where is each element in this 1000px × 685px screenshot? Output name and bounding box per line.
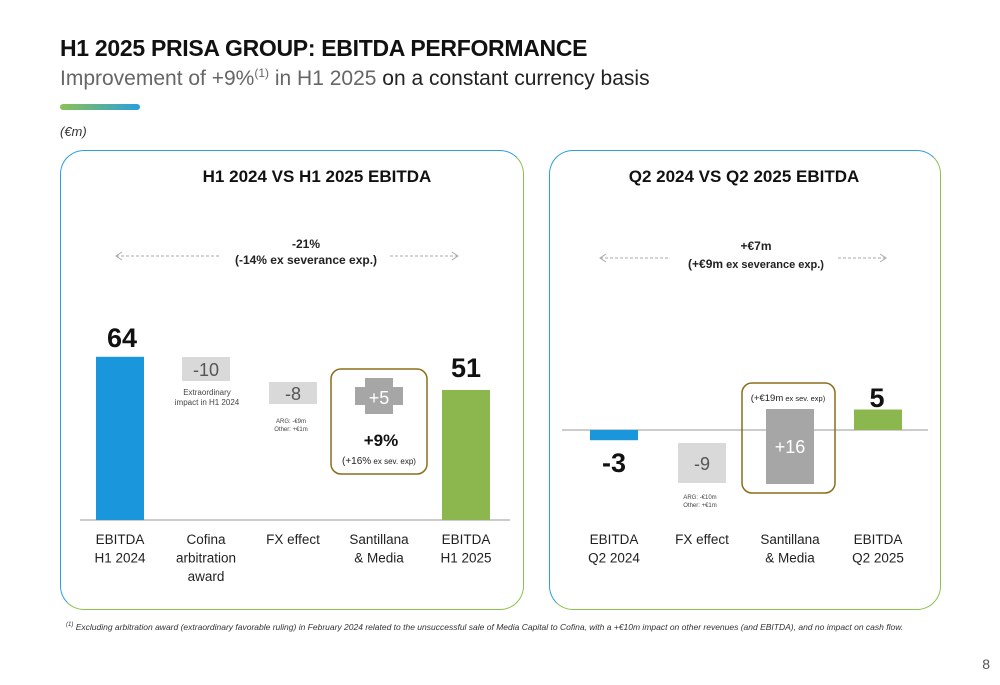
page-subtitle: Improvement of +9%(1) in H1 2025 on a co… (60, 66, 650, 91)
q2-arrow-right-head (879, 253, 887, 263)
h1-category-label-4: & Media (354, 551, 404, 566)
q2-note-fx: ARG: -€10m (683, 495, 716, 501)
h1-note-cofina: Extraordinary (183, 388, 231, 397)
h1-highlight-box (330, 368, 428, 475)
h1-value-label-santillana: +5 (369, 388, 390, 408)
h1-bar-cofina (182, 357, 230, 381)
q2-category-label-4: Q2 2025 (852, 551, 904, 566)
h1-value-label-cofina: -10 (193, 360, 219, 380)
h1-category-label-2: arbitration (176, 551, 236, 566)
h1-category-label-1: EBITDA (96, 532, 145, 547)
h1-bar-ebitda-h1-2025 (442, 389, 490, 520)
page-number: 8 (982, 656, 990, 672)
q2-value-label-5: 5 (869, 383, 884, 413)
footnote-ref: (1) (66, 622, 74, 629)
q2-change-ex-severance: (+€9m ex severance exp.) (688, 257, 824, 271)
h1-value-label-51: 51 (451, 353, 481, 383)
h1-note-fx: Other: +€1m (274, 427, 308, 433)
q2-chart-title: Q2 2024 VS Q2 2025 EBITDA (629, 167, 860, 186)
h1-bar-fx (269, 382, 317, 404)
q2-category-label-1: EBITDA (590, 532, 639, 547)
h1-note-cofina: impact in H1 2024 (175, 398, 240, 407)
q2-bar-ebitda-q2-2025 (854, 409, 902, 430)
subtitle-footnote-ref: (1) (254, 66, 270, 80)
q2-bar-santillana (766, 409, 814, 484)
h1-arrow-left-head (115, 251, 123, 261)
h1-chart-title: H1 2024 VS H1 2025 EBITDA (203, 167, 432, 186)
h1-category-label-5: EBITDA (442, 532, 491, 547)
unit-label: (€m) (60, 124, 87, 139)
h1-highlight-sub: (+16% ex sev. exp) (342, 456, 416, 467)
q2-highlight-sub: (+€19m ex sev. exp) (751, 393, 826, 404)
h1-value-label-64: 64 (107, 323, 137, 353)
h1-bar-ebitda-h1-2024 (96, 356, 144, 520)
q2-arrow-left-head (599, 253, 607, 263)
q2-value-label-neg3: -3 (602, 448, 626, 478)
q2-chart-panel (549, 150, 941, 610)
h1-chart-panel (60, 150, 524, 610)
footnote-text: Excluding arbitration award (extraordina… (73, 622, 904, 632)
q2-category-label-2: FX effect (675, 532, 729, 547)
q2-note-fx: Other: +€1m (683, 503, 717, 509)
q2-category-label-1: Q2 2024 (588, 551, 640, 566)
subtitle-rest: on a constant currency basis (376, 67, 650, 90)
subtitle-period: in H1 2025 (269, 67, 377, 90)
h1-category-label-4: Santillana (349, 532, 409, 547)
q2-category-label-3: & Media (765, 551, 815, 566)
h1-note-fx: ARG: -€9m (276, 419, 306, 425)
h1-value-label-fx: -8 (285, 384, 301, 404)
q2-category-label-3: Santillana (760, 532, 820, 547)
page-title: H1 2025 PRISA GROUP: EBITDA PERFORMANCE (60, 35, 588, 61)
q2-bar-ebitda-q2-2024 (590, 430, 638, 441)
q2-value-label-fx: -9 (694, 454, 710, 474)
h1-category-label-3: FX effect (266, 532, 320, 547)
q2-change-abs: +€7m (740, 239, 771, 253)
h1-category-label-2: Cofina (186, 532, 226, 547)
h1-arrow-right-head (451, 251, 459, 261)
footnote: (1) Excluding arbitration award (extraor… (66, 622, 903, 632)
h1-bar-santillana (355, 378, 403, 414)
subtitle-highlight: Improvement of +9% (60, 67, 255, 90)
q2-value-label-santillana: +16 (775, 437, 806, 457)
h1-category-label-2: award (188, 569, 225, 584)
q2-highlight-box (741, 382, 836, 494)
h1-highlight-pct: +9% (364, 431, 399, 450)
h1-change-pct: -21% (292, 237, 320, 251)
accent-bar (60, 104, 140, 110)
q2-category-label-4: EBITDA (854, 532, 903, 547)
h1-category-label-5: H1 2025 (440, 551, 491, 566)
q2-bar-fx (678, 443, 726, 483)
h1-change-ex-severance: (-14% ex severance exp.) (235, 253, 377, 267)
h1-category-label-1: H1 2024 (94, 551, 146, 566)
